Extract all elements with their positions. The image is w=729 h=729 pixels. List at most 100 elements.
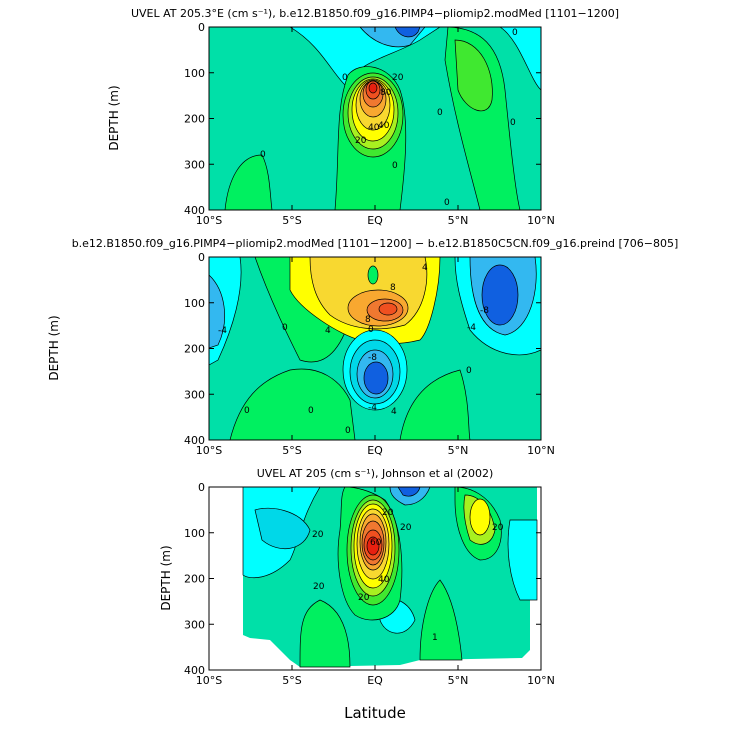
panel-1-clabel: 0 (392, 161, 398, 171)
panel-3-ring-8 (366, 536, 380, 556)
panel-1-clabel: 20 (392, 73, 404, 83)
y-tick-label: 300 (184, 618, 205, 631)
panel-1-green-core (454, 39, 493, 112)
panel-1-clabel: 0 (437, 108, 443, 118)
y-tick-label: 300 (184, 388, 205, 401)
panel-2-red-orange (378, 302, 398, 316)
panel-1-blue-core (394, 27, 421, 38)
panel-2-green-spot (367, 265, 379, 285)
panel-2-field (209, 257, 541, 440)
x-tick-label: 5°N (448, 214, 469, 227)
panel-2-clabel: 0 (345, 426, 351, 436)
panel-2-blue-east-core (481, 264, 519, 326)
x-tick-label: 5°S (282, 444, 301, 457)
panel-3-clabel: 1 (432, 633, 438, 643)
panel-3-cyan-east (507, 519, 538, 601)
y-tick-label: 0 (198, 251, 205, 264)
panel-1-title: UVEL AT 205.3°E (cm s⁻¹), b.e12.B1850.f0… (131, 7, 619, 20)
x-tick-label: 10°N (527, 444, 555, 457)
panel-2-clabel: -4 (218, 326, 227, 336)
panel-3-clabel: 20 (382, 508, 394, 518)
panel-3-ylabel: DEPTH (m) (159, 545, 173, 610)
x-tick-label: 10°N (527, 214, 555, 227)
panel-2-green-south (229, 368, 356, 440)
y-tick-label: 200 (184, 113, 205, 126)
panel-2-clabel: -8 (368, 353, 377, 363)
y-tick-label: 400 (184, 204, 205, 217)
panel-2-clabel: 8 (390, 283, 396, 293)
panel-2-clabel: 0 (282, 323, 288, 333)
x-tick-label: 10°S (196, 674, 222, 687)
panel-2-clabel: 0 (244, 406, 250, 416)
panel-2: b.e12.B1850.f09_g16.PIMP4−pliomip2.modMe… (47, 237, 678, 457)
panel-1-contour-labels: 0 0 0 0 0 20 40 80 20 40 0 0 (260, 28, 518, 208)
panel-3-clabel: 20 (492, 523, 504, 533)
panel-2-clabel: -4 (368, 403, 377, 413)
panel-3-cyan-west-core (254, 507, 311, 549)
panel-3-axes: 10°S 5°S EQ 5°N 10°N 0 100 200 300 400 (184, 481, 555, 687)
panel-2-clabel: -4 (467, 323, 476, 333)
y-tick-label: 0 (198, 481, 205, 494)
panel-2-clabel: 0 (308, 406, 314, 416)
panel-3: UVEL AT 205 (cm s⁻¹), Johnson et al (200… (159, 467, 555, 687)
panel-1-clabel: 40 (378, 121, 390, 131)
panel-3-clabel: 60 (370, 538, 382, 548)
panel-3-clabel: 40 (378, 575, 390, 585)
panel-1-clabel: 0 (342, 73, 348, 83)
panel-2-contour-labels: -4 0 0 4 8 8 4 -4 -8 -8 -4 0 0 0 4 0 (218, 263, 489, 436)
panel-2-title: b.e12.B1850.f09_g16.PIMP4−pliomip2.modMe… (72, 237, 679, 250)
y-tick-label: 400 (184, 434, 205, 447)
panel-1-green-sw (224, 154, 273, 210)
panel-1-field (209, 27, 541, 210)
x-tick-label: EQ (367, 214, 383, 227)
panel-3-clabel: 20 (312, 530, 324, 540)
panel-2-clabel: 0 (368, 325, 374, 335)
x-tick-label: 10°N (527, 674, 555, 687)
panel-2-green-north (399, 369, 471, 440)
x-tick-label: 5°N (448, 674, 469, 687)
panel-2-clabel: -8 (480, 306, 489, 316)
panel-1-clabel: 80 (380, 88, 392, 98)
panel-1-ring-8 (368, 82, 378, 94)
panel-2-clabel: 4 (325, 326, 331, 336)
panel-3-title: UVEL AT 205 (cm s⁻¹), Johnson et al (200… (257, 467, 494, 480)
x-axis-label: Latitude (344, 704, 406, 722)
panel-2-ylabel: DEPTH (m) (47, 315, 61, 380)
x-tick-label: 10°S (196, 214, 222, 227)
panel-1-clabel: 40 (368, 123, 380, 133)
y-tick-label: 100 (184, 67, 205, 80)
y-tick-label: 200 (184, 343, 205, 356)
x-tick-label: 5°S (282, 674, 301, 687)
panel-3-yellow-east (469, 498, 491, 536)
panel-1-clabel: 0 (444, 198, 450, 208)
x-tick-label: 10°S (196, 444, 222, 457)
panel-1-clabel: 0 (512, 28, 518, 38)
panel-1-ylabel: DEPTH (m) (107, 85, 121, 150)
y-tick-label: 200 (184, 573, 205, 586)
panel-2-clabel: 4 (391, 407, 397, 417)
y-tick-label: 0 (198, 21, 205, 34)
panel-2-clabel: 0 (466, 366, 472, 376)
y-tick-label: 100 (184, 527, 205, 540)
panel-1: UVEL AT 205.3°E (cm s⁻¹), b.e12.B1850.f0… (107, 7, 619, 227)
y-tick-label: 400 (184, 664, 205, 677)
y-tick-label: 300 (184, 158, 205, 171)
panel-3-clabel: 20 (358, 593, 370, 603)
panel-3-clabel: 20 (400, 523, 412, 533)
x-tick-label: EQ (367, 674, 383, 687)
panel-2-clabel: 4 (422, 263, 428, 273)
panel-3-clabel: 20 (313, 582, 325, 592)
panel-3-green-south (299, 599, 351, 668)
panel-1-clabel: 20 (355, 136, 367, 146)
panel-1-clabel: 0 (510, 118, 516, 128)
x-tick-label: 5°N (448, 444, 469, 457)
x-tick-label: 5°S (282, 214, 301, 227)
panel-3-field (209, 487, 541, 670)
x-tick-label: EQ (367, 444, 383, 457)
panel-3-contour-labels: 20 20 60 40 20 20 20 1 20 (312, 508, 504, 643)
panel-2-clabel: 8 (365, 315, 371, 325)
panel-1-clabel: 0 (260, 150, 266, 160)
